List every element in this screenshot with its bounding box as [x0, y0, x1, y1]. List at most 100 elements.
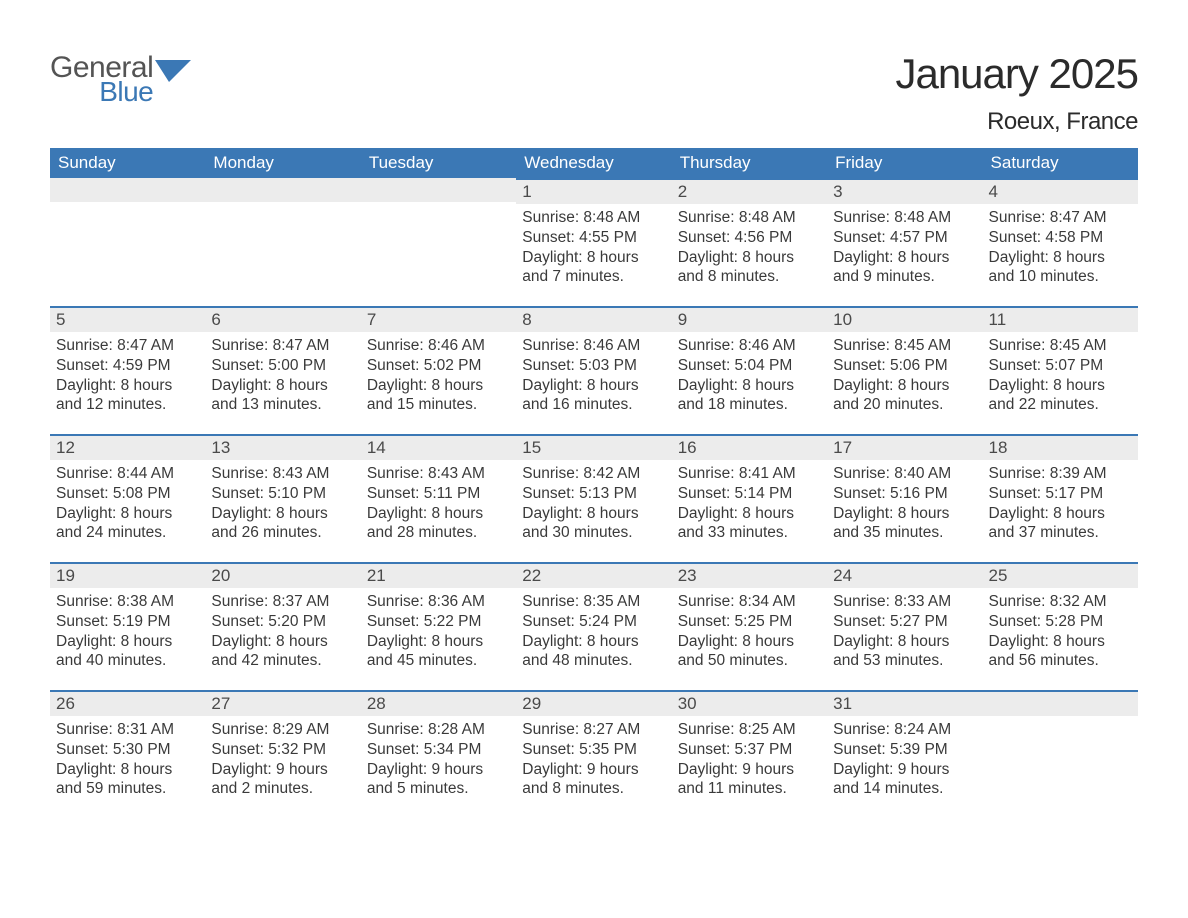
day-number: 10 — [827, 308, 982, 332]
day-sunrise: Sunrise: 8:45 AM — [833, 336, 976, 356]
day-day2: and 26 minutes. — [211, 523, 354, 543]
day-number: 7 — [361, 308, 516, 332]
calendar-cell: 8Sunrise: 8:46 AMSunset: 5:03 PMDaylight… — [516, 306, 671, 434]
day-sunset: Sunset: 5:24 PM — [522, 612, 665, 632]
day-sunrise: Sunrise: 8:47 AM — [56, 336, 199, 356]
day-day2: and 20 minutes. — [833, 395, 976, 415]
day-data: Sunrise: 8:47 AMSunset: 4:59 PMDaylight:… — [50, 332, 205, 423]
day-day1: Daylight: 8 hours — [989, 248, 1132, 268]
day-number: 4 — [983, 180, 1138, 204]
day-day2: and 10 minutes. — [989, 267, 1132, 287]
logo-flag-icon — [155, 60, 191, 84]
day-day1: Daylight: 8 hours — [367, 504, 510, 524]
day-sunset: Sunset: 5:08 PM — [56, 484, 199, 504]
calendar-cell: 13Sunrise: 8:43 AMSunset: 5:10 PMDayligh… — [205, 434, 360, 562]
day-sunrise: Sunrise: 8:43 AM — [211, 464, 354, 484]
day-day1: Daylight: 8 hours — [833, 504, 976, 524]
day-sunset: Sunset: 4:59 PM — [56, 356, 199, 376]
day-number: 6 — [205, 308, 360, 332]
day-number — [983, 692, 1138, 716]
calendar-cell: 6Sunrise: 8:47 AMSunset: 5:00 PMDaylight… — [205, 306, 360, 434]
day-day2: and 35 minutes. — [833, 523, 976, 543]
day-sunset: Sunset: 5:00 PM — [211, 356, 354, 376]
calendar-cell: 11Sunrise: 8:45 AMSunset: 5:07 PMDayligh… — [983, 306, 1138, 434]
day-sunset: Sunset: 5:03 PM — [522, 356, 665, 376]
day-data: Sunrise: 8:47 AMSunset: 5:00 PMDaylight:… — [205, 332, 360, 423]
calendar-week-row: 1Sunrise: 8:48 AMSunset: 4:55 PMDaylight… — [50, 178, 1138, 306]
day-sunrise: Sunrise: 8:36 AM — [367, 592, 510, 612]
location: Roeux, France — [895, 108, 1138, 136]
day-day2: and 8 minutes. — [522, 779, 665, 799]
day-sunrise: Sunrise: 8:47 AM — [211, 336, 354, 356]
day-data: Sunrise: 8:42 AMSunset: 5:13 PMDaylight:… — [516, 460, 671, 551]
day-sunset: Sunset: 4:57 PM — [833, 228, 976, 248]
day-day1: Daylight: 9 hours — [833, 760, 976, 780]
calendar-cell: 17Sunrise: 8:40 AMSunset: 5:16 PMDayligh… — [827, 434, 982, 562]
day-day2: and 40 minutes. — [56, 651, 199, 671]
day-data: Sunrise: 8:38 AMSunset: 5:19 PMDaylight:… — [50, 588, 205, 679]
day-data: Sunrise: 8:35 AMSunset: 5:24 PMDaylight:… — [516, 588, 671, 679]
calendar-cell: 21Sunrise: 8:36 AMSunset: 5:22 PMDayligh… — [361, 562, 516, 690]
header: General Blue January 2025 Roeux, France — [50, 50, 1138, 136]
day-number — [50, 178, 205, 202]
calendar-week-row: 19Sunrise: 8:38 AMSunset: 5:19 PMDayligh… — [50, 562, 1138, 690]
day-data: Sunrise: 8:39 AMSunset: 5:17 PMDaylight:… — [983, 460, 1138, 551]
logo-text: General Blue — [50, 54, 153, 104]
day-sunset: Sunset: 5:28 PM — [989, 612, 1132, 632]
day-sunset: Sunset: 5:10 PM — [211, 484, 354, 504]
month-title: January 2025 — [895, 50, 1138, 98]
day-day1: Daylight: 8 hours — [678, 504, 821, 524]
day-day2: and 50 minutes. — [678, 651, 821, 671]
calendar-cell — [50, 178, 205, 306]
day-day1: Daylight: 8 hours — [833, 248, 976, 268]
day-sunset: Sunset: 4:55 PM — [522, 228, 665, 248]
day-day2: and 2 minutes. — [211, 779, 354, 799]
day-sunrise: Sunrise: 8:45 AM — [989, 336, 1132, 356]
day-data: Sunrise: 8:28 AMSunset: 5:34 PMDaylight:… — [361, 716, 516, 807]
day-sunset: Sunset: 5:14 PM — [678, 484, 821, 504]
day-data: Sunrise: 8:43 AMSunset: 5:11 PMDaylight:… — [361, 460, 516, 551]
day-day2: and 22 minutes. — [989, 395, 1132, 415]
calendar-cell: 2Sunrise: 8:48 AMSunset: 4:56 PMDaylight… — [672, 178, 827, 306]
logo-blue: Blue — [50, 79, 153, 104]
day-sunset: Sunset: 5:16 PM — [833, 484, 976, 504]
day-day2: and 45 minutes. — [367, 651, 510, 671]
day-day2: and 53 minutes. — [833, 651, 976, 671]
day-sunrise: Sunrise: 8:29 AM — [211, 720, 354, 740]
day-data: Sunrise: 8:34 AMSunset: 5:25 PMDaylight:… — [672, 588, 827, 679]
calendar-cell: 26Sunrise: 8:31 AMSunset: 5:30 PMDayligh… — [50, 690, 205, 818]
calendar-cell: 19Sunrise: 8:38 AMSunset: 5:19 PMDayligh… — [50, 562, 205, 690]
day-sunset: Sunset: 5:32 PM — [211, 740, 354, 760]
day-data: Sunrise: 8:41 AMSunset: 5:14 PMDaylight:… — [672, 460, 827, 551]
day-sunset: Sunset: 5:06 PM — [833, 356, 976, 376]
day-day1: Daylight: 8 hours — [211, 376, 354, 396]
day-number: 12 — [50, 436, 205, 460]
day-sunrise: Sunrise: 8:48 AM — [678, 208, 821, 228]
day-sunrise: Sunrise: 8:37 AM — [211, 592, 354, 612]
day-sunrise: Sunrise: 8:28 AM — [367, 720, 510, 740]
day-sunrise: Sunrise: 8:47 AM — [989, 208, 1132, 228]
day-day2: and 24 minutes. — [56, 523, 199, 543]
day-day1: Daylight: 8 hours — [367, 632, 510, 652]
day-sunrise: Sunrise: 8:34 AM — [678, 592, 821, 612]
day-data: Sunrise: 8:31 AMSunset: 5:30 PMDaylight:… — [50, 716, 205, 807]
day-number: 19 — [50, 564, 205, 588]
calendar-cell: 18Sunrise: 8:39 AMSunset: 5:17 PMDayligh… — [983, 434, 1138, 562]
day-day2: and 56 minutes. — [989, 651, 1132, 671]
day-day2: and 18 minutes. — [678, 395, 821, 415]
day-sunset: Sunset: 5:35 PM — [522, 740, 665, 760]
day-sunset: Sunset: 5:13 PM — [522, 484, 665, 504]
day-number: 5 — [50, 308, 205, 332]
day-number: 13 — [205, 436, 360, 460]
day-day2: and 8 minutes. — [678, 267, 821, 287]
calendar-cell: 28Sunrise: 8:28 AMSunset: 5:34 PMDayligh… — [361, 690, 516, 818]
day-data: Sunrise: 8:40 AMSunset: 5:16 PMDaylight:… — [827, 460, 982, 551]
day-day2: and 33 minutes. — [678, 523, 821, 543]
calendar-cell: 9Sunrise: 8:46 AMSunset: 5:04 PMDaylight… — [672, 306, 827, 434]
day-day2: and 14 minutes. — [833, 779, 976, 799]
calendar-cell: 10Sunrise: 8:45 AMSunset: 5:06 PMDayligh… — [827, 306, 982, 434]
calendar-cell: 22Sunrise: 8:35 AMSunset: 5:24 PMDayligh… — [516, 562, 671, 690]
day-data: Sunrise: 8:44 AMSunset: 5:08 PMDaylight:… — [50, 460, 205, 551]
day-day1: Daylight: 8 hours — [522, 632, 665, 652]
day-day1: Daylight: 8 hours — [211, 632, 354, 652]
